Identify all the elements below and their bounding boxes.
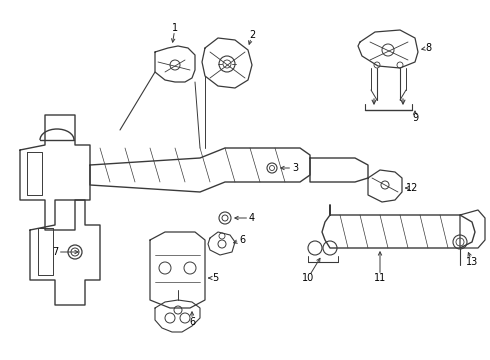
Text: 6: 6 (239, 235, 245, 245)
Text: 9: 9 (412, 113, 418, 123)
Text: 10: 10 (302, 273, 314, 283)
Text: 4: 4 (249, 213, 255, 223)
Text: 7: 7 (52, 247, 58, 257)
Text: 1: 1 (172, 23, 178, 33)
Text: 5: 5 (212, 273, 218, 283)
Text: 2: 2 (249, 30, 255, 40)
Text: 11: 11 (374, 273, 386, 283)
Text: 13: 13 (466, 257, 478, 267)
Text: 6: 6 (189, 317, 195, 327)
Text: 12: 12 (406, 183, 418, 193)
Text: 8: 8 (425, 43, 431, 53)
Text: 3: 3 (292, 163, 298, 173)
